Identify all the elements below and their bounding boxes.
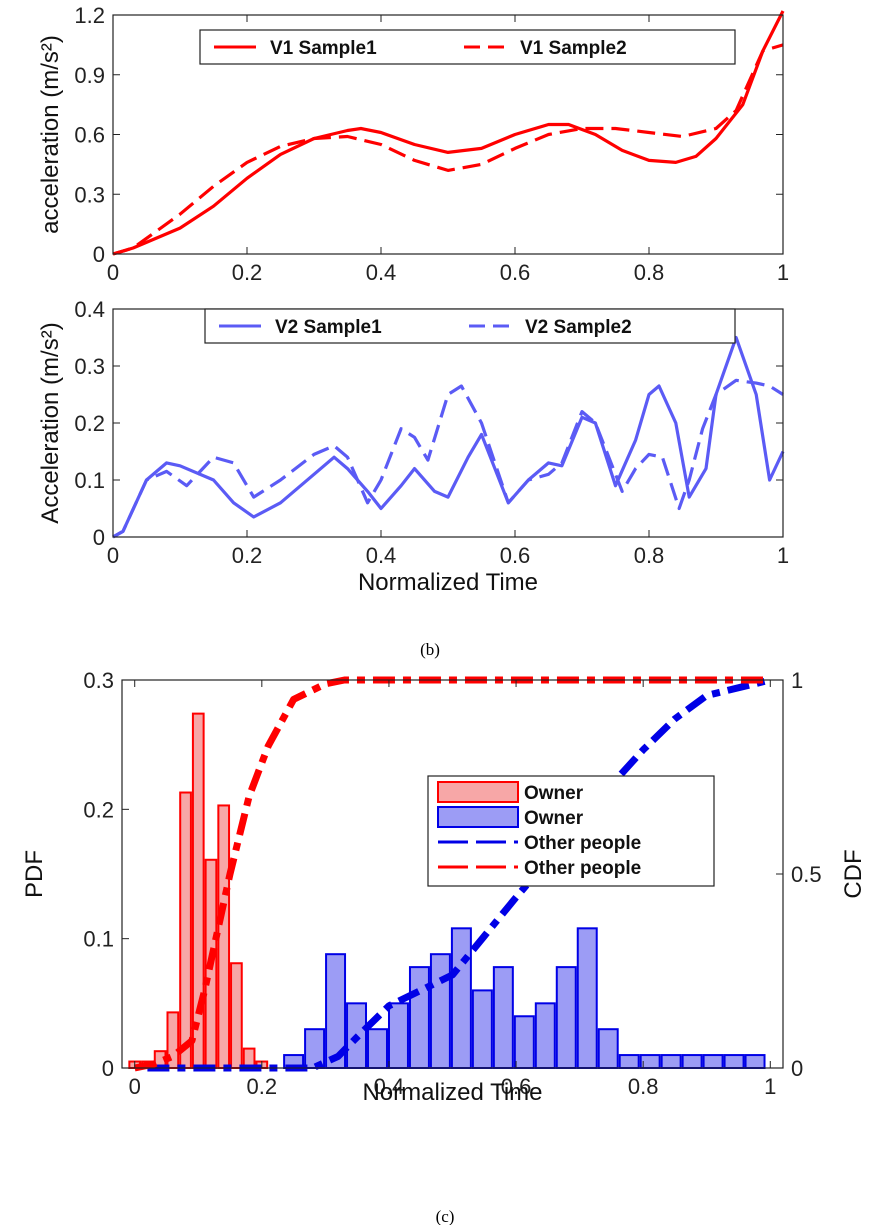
histogram-bar	[408, 966, 430, 1069]
legend-label: V2 Sample2	[525, 317, 632, 338]
x-tick-label: 0.6	[500, 543, 531, 568]
histogram-bar	[492, 966, 514, 1069]
y-axis-label: PDF	[21, 850, 48, 898]
histogram-bar	[217, 804, 231, 1069]
y2-axis-label: CDF	[840, 849, 867, 898]
histogram-bar	[660, 1054, 682, 1069]
histogram-bar	[681, 1054, 703, 1069]
x-tick-label: 0	[129, 1074, 141, 1099]
legend-swatch	[437, 806, 519, 828]
histogram-bar	[555, 966, 577, 1069]
histogram-bar	[429, 953, 451, 1069]
y-tick-label: 1.2	[74, 3, 105, 28]
x-tick-label: 0.8	[634, 543, 665, 568]
x-axis-label: Normalized Time	[358, 569, 538, 596]
histogram-bar	[367, 1028, 388, 1069]
y-tick-label: 0.1	[83, 927, 114, 952]
x-tick-label: 1	[764, 1074, 776, 1099]
x-tick-label: 0.6	[500, 260, 531, 285]
x-tick-label: 0	[107, 543, 119, 568]
y-tick-label: 0.3	[83, 668, 114, 693]
x-axis-label: Normalized Time	[362, 1079, 542, 1106]
legend-label: Owner	[524, 783, 584, 804]
histogram-bar	[618, 1054, 640, 1069]
histogram-bar	[450, 927, 472, 1069]
x-tick-label: 0.8	[628, 1074, 659, 1099]
histogram-bar	[179, 791, 192, 1070]
y-tick-label: 0.3	[74, 182, 105, 207]
y-tick-label: 0.3	[74, 354, 105, 379]
legend-label: V2 Sample1	[275, 317, 382, 338]
y-axis-label: acceleration (m/s²)	[37, 35, 64, 234]
histogram-bar	[534, 1002, 556, 1069]
histogram-bar	[702, 1054, 724, 1069]
x-tick-label: 0.4	[366, 260, 397, 285]
x-tick-label: 0.2	[232, 543, 263, 568]
series-line	[112, 335, 785, 539]
series-line	[112, 378, 784, 539]
y-tick-label: 0.9	[74, 63, 105, 88]
legend-label: V1 Sample1	[270, 38, 377, 59]
series-line	[112, 10, 785, 256]
histogram-bar	[387, 1002, 409, 1069]
histogram-bar	[513, 1015, 535, 1069]
y-axis-label: Acceleration (m/s²)	[37, 322, 64, 523]
legend-swatch	[437, 781, 519, 803]
series-line	[133, 676, 771, 1072]
x-tick-label: 1	[777, 543, 789, 568]
legend-label: Owner	[524, 808, 584, 829]
y-tick-label: 0.2	[74, 411, 105, 436]
histogram-bar	[230, 962, 243, 1069]
caption-b: (b)	[420, 640, 440, 659]
x-tick-label: 0.2	[232, 260, 263, 285]
series-line	[112, 43, 784, 256]
x-tick-label: 0	[107, 260, 119, 285]
x-tick-label: 0.6	[501, 1074, 532, 1099]
legend-label: V1 Sample2	[520, 38, 627, 59]
histogram-bar	[597, 1028, 619, 1069]
y2-tick-label: 0.5	[791, 862, 822, 887]
y-tick-label: 0	[93, 525, 105, 550]
histogram-bar	[744, 1054, 766, 1069]
y-tick-label: 0	[93, 242, 105, 267]
x-tick-label: 0.4	[366, 543, 397, 568]
histogram-bar	[471, 989, 493, 1070]
caption-c: (c)	[436, 1207, 455, 1225]
y-tick-label: 0.1	[74, 468, 105, 493]
legend-label: Other people	[524, 833, 641, 854]
series-line	[147, 676, 772, 1072]
histogram-bar	[723, 1054, 745, 1069]
histogram-bar	[576, 927, 598, 1069]
y2-tick-label: 0	[791, 1056, 803, 1081]
x-tick-label: 1	[777, 260, 789, 285]
legend-label: Other people	[524, 858, 641, 879]
x-tick-label: 0.8	[634, 260, 665, 285]
y2-tick-label: 1	[791, 668, 803, 693]
y-tick-label: 0.6	[74, 123, 105, 148]
x-tick-label: 0.4	[374, 1074, 405, 1099]
x-tick-label: 0.2	[247, 1074, 278, 1099]
y-tick-label: 0.2	[83, 797, 114, 822]
y-tick-label: 0	[102, 1056, 114, 1081]
y-tick-label: 0.4	[74, 297, 105, 322]
